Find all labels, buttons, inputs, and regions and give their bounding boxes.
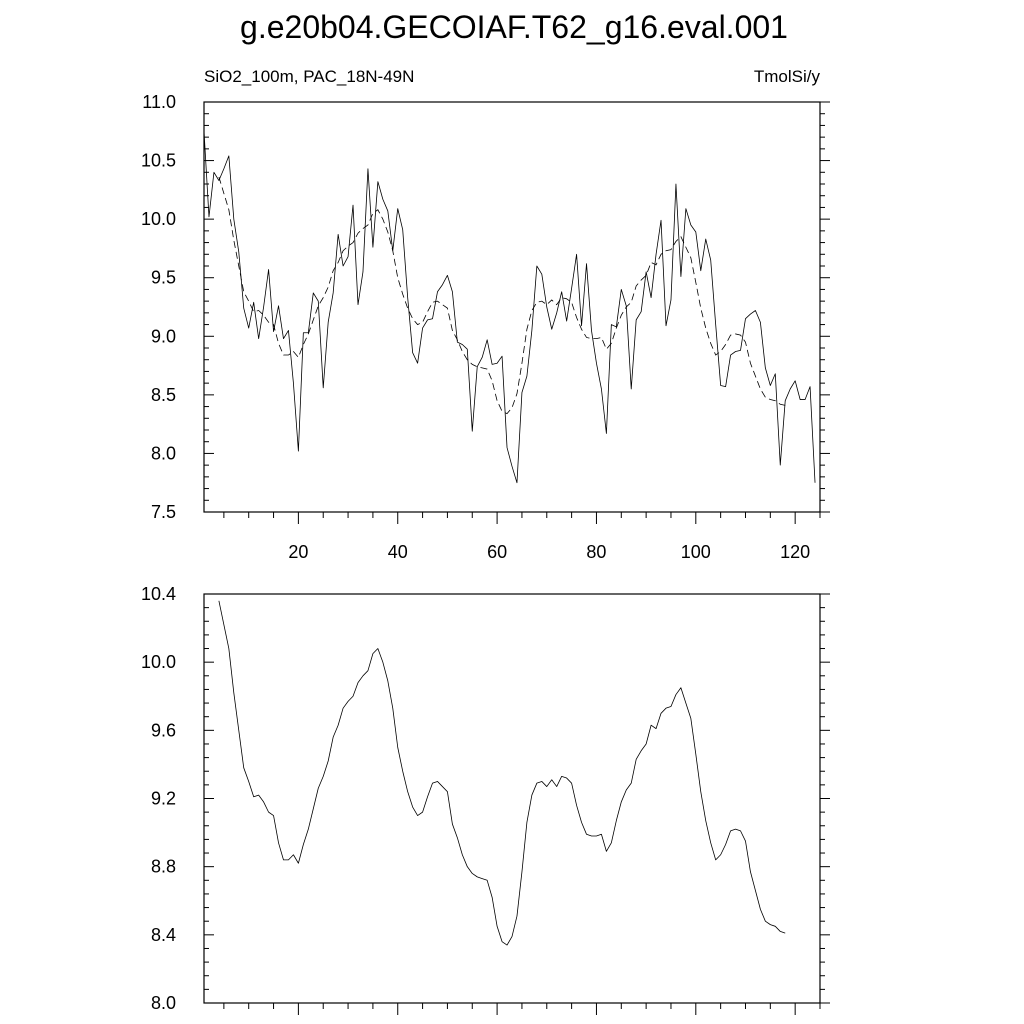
top-y-tick-label: 11.0 [142,92,176,112]
bottom-y-tick-label: 10.4 [141,584,176,604]
bottom-y-tick-label: 9.6 [151,720,176,740]
top-x-tick-label: 120 [780,542,810,562]
bottom-series-solid-line [218,600,786,946]
top-x-tick-label: 20 [288,542,308,562]
top-x-tick-label: 40 [388,542,408,562]
bottom-y-tick-label: 10.0 [141,652,176,672]
top-panel-units: TmolSi/y [754,67,821,86]
top-x-tick-label: 80 [586,542,606,562]
top-y-tick-label: 9.5 [151,268,176,288]
top-y-tick-label: 7.5 [151,502,176,522]
bottom-panel: 8.0 8.4 8.8 9.2 9.6 10.0 10.4 [141,584,830,1015]
top-x-tick-label: 100 [681,542,711,562]
figure-title: g.e20b04.GECOIAF.T62_g16.eval.001 [240,9,788,45]
top-series-dashed-line [218,176,786,415]
top-series-solid-line [203,131,816,484]
top-y-tick-label: 9.0 [151,326,176,346]
top-y-tick-label: 8.0 [151,443,176,463]
top-plot-frame [203,101,821,513]
top-x-tick-label: 60 [487,542,507,562]
top-panel: SiO2_100m, PAC_18N-49N TmolSi/y 7.5 8.0 8.… [141,67,830,562]
bottom-y-tick-label: 9.2 [151,789,176,809]
bottom-y-tick-label: 8.4 [151,925,176,945]
top-y-tick-label: 10.0 [141,209,176,229]
top-y-tick-label: 8.5 [151,385,176,405]
bottom-plot-frame [203,593,821,1004]
bottom-y-tick-label: 8.0 [151,993,176,1013]
top-panel-title: SiO2_100m, PAC_18N-49N [204,67,414,86]
bottom-y-tick-label: 8.8 [151,857,176,877]
top-y-tick-label: 10.5 [141,151,176,171]
